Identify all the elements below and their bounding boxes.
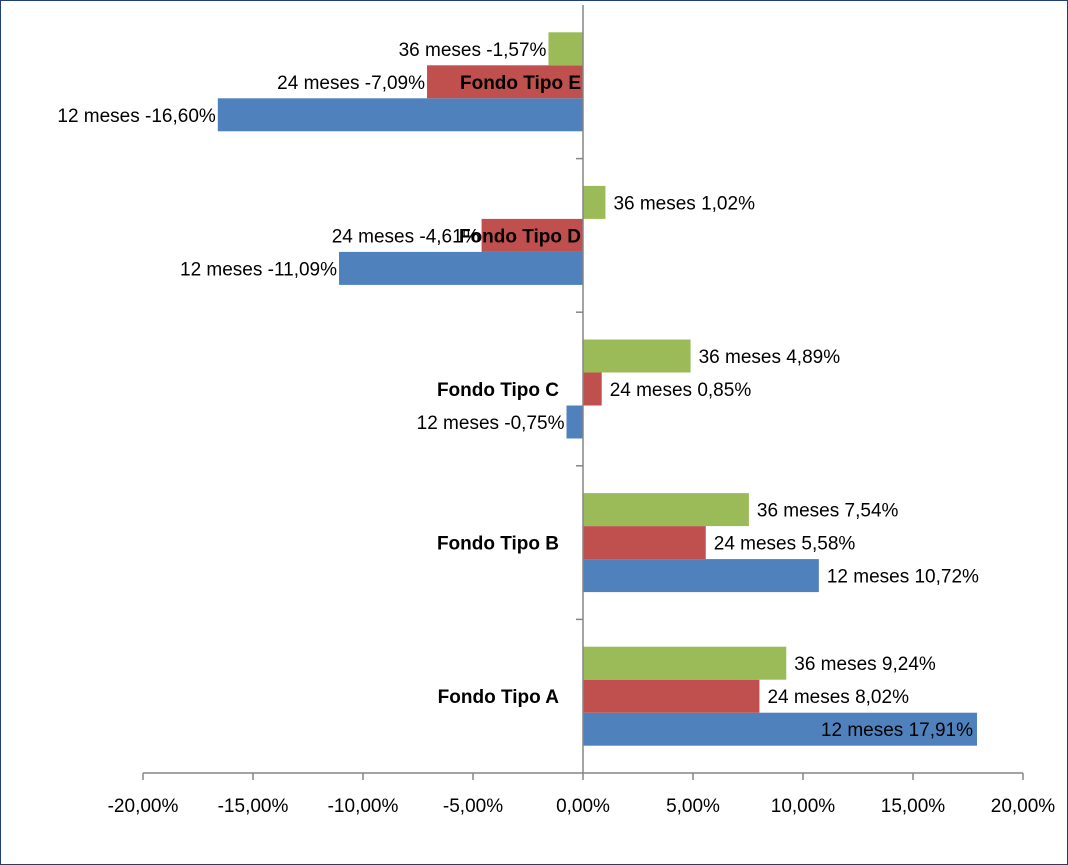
data-label: 36 meses 1,02%	[613, 193, 755, 214]
data-label: 24 meses 0,85%	[610, 380, 752, 401]
data-label: 12 meses -11,09%	[180, 259, 337, 280]
x-tick-label: 20,00%	[991, 796, 1056, 817]
x-tick-label: -5,00%	[443, 796, 503, 817]
x-tick-label: -15,00%	[218, 796, 289, 817]
data-label: 24 meses -7,09%	[277, 73, 425, 94]
x-tick-label: 5,00%	[666, 796, 720, 817]
data-label: 24 meses 5,58%	[714, 534, 856, 555]
bar-24m-fondo-tipo-e	[427, 65, 583, 99]
bar-24m-fondo-tipo-c	[583, 372, 602, 406]
category-label: Fondo Tipo B	[437, 534, 559, 555]
data-label: 24 meses 8,02%	[767, 687, 909, 708]
data-label: 12 meses 17,91%	[821, 720, 973, 741]
bar-36m-fondo-tipo-c	[583, 339, 691, 373]
category-label: Fondo Tipo D	[459, 226, 581, 247]
data-label: 36 meses 4,89%	[699, 347, 841, 368]
axis-layer: -20,00% -15,00% -10,00% -5,00% 0,00% 5,00% 10,…	[108, 5, 1056, 817]
data-label: 36 meses -1,57%	[399, 40, 547, 61]
bar-36m-fondo-tipo-e	[548, 32, 583, 66]
data-label: 12 meses 10,72%	[827, 567, 979, 588]
bar-12m-fondo-tipo-e	[217, 98, 584, 132]
bar-24m-fondo-tipo-b	[583, 526, 706, 560]
bar-12m-fondo-tipo-c	[566, 405, 583, 439]
data-label: 36 meses 9,24%	[794, 654, 936, 675]
x-tick-label: -20,00%	[108, 796, 179, 817]
x-tick-label: 10,00%	[771, 796, 836, 817]
category-label: Fondo Tipo E	[460, 73, 581, 94]
bar-12m-fondo-tipo-b	[583, 559, 819, 593]
data-label: 12 meses -16,60%	[57, 106, 216, 127]
x-tick-label: 15,00%	[881, 796, 946, 817]
x-tick-label: -10,00%	[328, 796, 399, 817]
data-label: 24 meses -4,61%	[332, 226, 480, 247]
labels-layer: 12 meses 17,91% 24 meses 8,02% 36 meses 9,…	[57, 40, 979, 741]
bar-24m-fondo-tipo-a	[583, 679, 760, 713]
category-label: Fondo Tipo C	[437, 380, 559, 401]
bar-36m-fondo-tipo-b	[583, 493, 749, 527]
category-label: Fondo Tipo A	[438, 687, 560, 708]
bar-12m-fondo-tipo-a	[583, 712, 978, 746]
data-label: 12 meses -0,75%	[417, 413, 565, 434]
data-label: 36 meses 7,54%	[757, 501, 899, 522]
bar-24m-fondo-tipo-d	[481, 218, 583, 252]
x-tick-label: 0,00%	[556, 796, 610, 817]
bar-36m-fondo-tipo-d	[583, 185, 606, 219]
bars-layer	[217, 32, 978, 746]
bar-12m-fondo-tipo-d	[339, 251, 583, 285]
bar-36m-fondo-tipo-a	[583, 646, 787, 680]
